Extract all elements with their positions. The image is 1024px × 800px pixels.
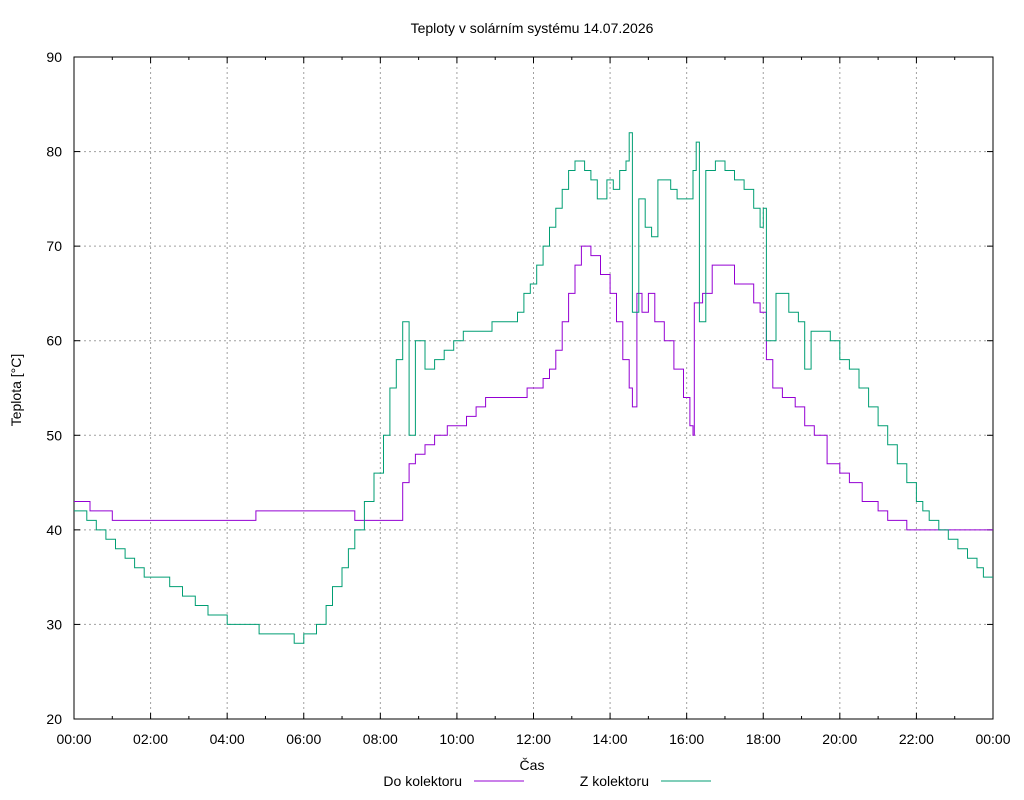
x-tick-label: 16:00 — [669, 731, 704, 747]
series-line-z-kolektoru — [74, 132, 993, 644]
x-tick-label: 18:00 — [746, 731, 781, 747]
legend: Do kolektoru Z kolektoru — [383, 773, 711, 789]
x-tick-label: 12:00 — [516, 731, 551, 747]
y-tick-label: 60 — [46, 333, 62, 349]
chart-title: Teploty v solárním systému 14.07.2026 — [411, 20, 654, 36]
x-tick-label: 20:00 — [822, 731, 857, 747]
x-tick-label: 22:00 — [899, 731, 934, 747]
y-tick-label: 80 — [46, 144, 62, 160]
x-tick-label: 00:00 — [56, 731, 91, 747]
y-axis-label: Teplota [°C] — [8, 354, 24, 427]
y-tick-label: 50 — [46, 427, 62, 443]
y-tick-label: 20 — [46, 711, 62, 727]
series-line-do-kolektoru — [74, 245, 993, 531]
x-tick-label: 02:00 — [133, 731, 168, 747]
x-tick-label: 04:00 — [210, 731, 245, 747]
x-tick-label: 06:00 — [286, 731, 321, 747]
ticks: 20 30 40 50 60 70 80 90 00:00 02:00 04:00 06:00 08:0… — [46, 49, 1010, 747]
y-tick-label: 70 — [46, 238, 62, 254]
x-tick-label: 00:00 — [975, 731, 1010, 747]
y-tick-label: 90 — [46, 49, 62, 65]
x-tick-label: 14:00 — [593, 731, 628, 747]
series-lines — [74, 132, 993, 644]
legend-label-z-kolektoru: Z kolektoru — [580, 773, 649, 789]
x-tick-label: 10:00 — [439, 731, 474, 747]
legend-label-do-kolektoru: Do kolektoru — [383, 773, 462, 789]
x-axis-label: Čas — [520, 757, 545, 773]
y-tick-label: 40 — [46, 522, 62, 538]
x-tick-label: 08:00 — [363, 731, 398, 747]
y-tick-label: 30 — [46, 616, 62, 632]
